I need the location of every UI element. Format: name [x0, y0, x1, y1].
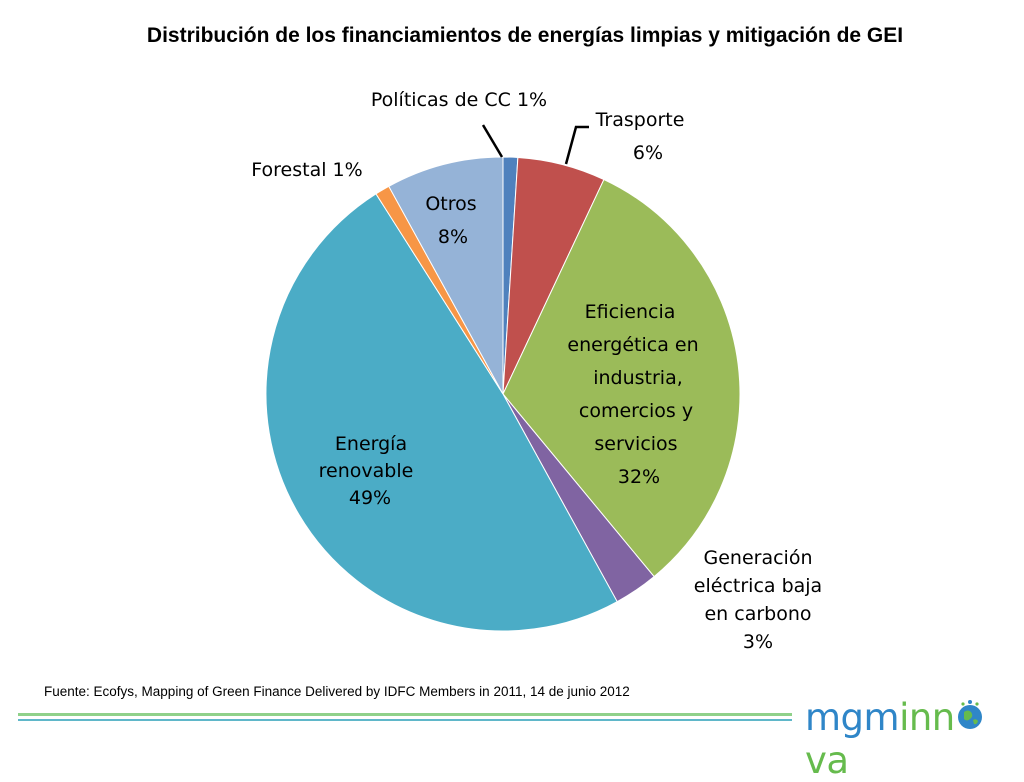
slice-label-line: renovable [319, 460, 414, 482]
slice-label-line: 3% [743, 631, 773, 653]
slice-label-line: Trasporte [595, 109, 685, 131]
slice-label-line: Forestal 1% [251, 159, 362, 181]
slice-label-line: en carbono [704, 603, 811, 625]
brand-logo: mgminn va [805, 696, 1024, 782]
slice-label-line: 49% [349, 487, 391, 509]
leader-line [564, 125, 589, 165]
pie-slice [265, 193, 618, 632]
slice-label-line: Generación [704, 547, 813, 569]
logo-text-va: va [805, 739, 849, 782]
logo-text-mgm: mgm [805, 696, 900, 739]
chart-title: Distribución de los financiamientos de e… [146, 24, 904, 47]
slice-label-line: industria, [593, 367, 683, 389]
footer-rule-green [18, 713, 792, 716]
pie-slice [388, 156, 504, 395]
slice-label-line: Políticas de CC 1% [371, 89, 547, 111]
slice-label-line: energética en [567, 334, 698, 356]
slice-label-line: comercios y [579, 400, 693, 422]
footer-rule-teal [18, 719, 792, 721]
slice-label: Eficiencia energética en industria, comerci… [567, 301, 698, 488]
slice-label: Energía renovable 49% [319, 433, 414, 509]
leader-line [481, 124, 504, 158]
source-note: Fuente: Ecofys, Mapping of Green Finance… [44, 684, 630, 699]
slice-label-line: eléctrica baja [694, 575, 822, 597]
slice-label: Forestal 1% [251, 159, 362, 181]
slice-label-line: 6% [633, 142, 663, 164]
slice-label-line: 32% [618, 466, 660, 488]
slice-label-line: Eficiencia [585, 301, 676, 323]
slice-label-line: servicios [594, 433, 677, 455]
slice-label: Trasporte 6% [595, 109, 685, 164]
pie-chart: Políticas de CC 1% Trasporte 6% Eficiencia e… [251, 89, 822, 653]
globe-icon [955, 698, 985, 741]
slice-label-line: Otros [425, 193, 476, 215]
slice-label: Generación eléctrica baja en carbono 3% [694, 547, 822, 653]
slice-label-line: Energía [335, 433, 407, 455]
pie-slice [502, 178, 741, 578]
slice-label: Políticas de CC 1% [371, 89, 547, 111]
slice-label: Otros 8% [425, 193, 476, 248]
logo-text-inn: inn [899, 696, 955, 739]
slice-label-line: 8% [438, 226, 468, 248]
